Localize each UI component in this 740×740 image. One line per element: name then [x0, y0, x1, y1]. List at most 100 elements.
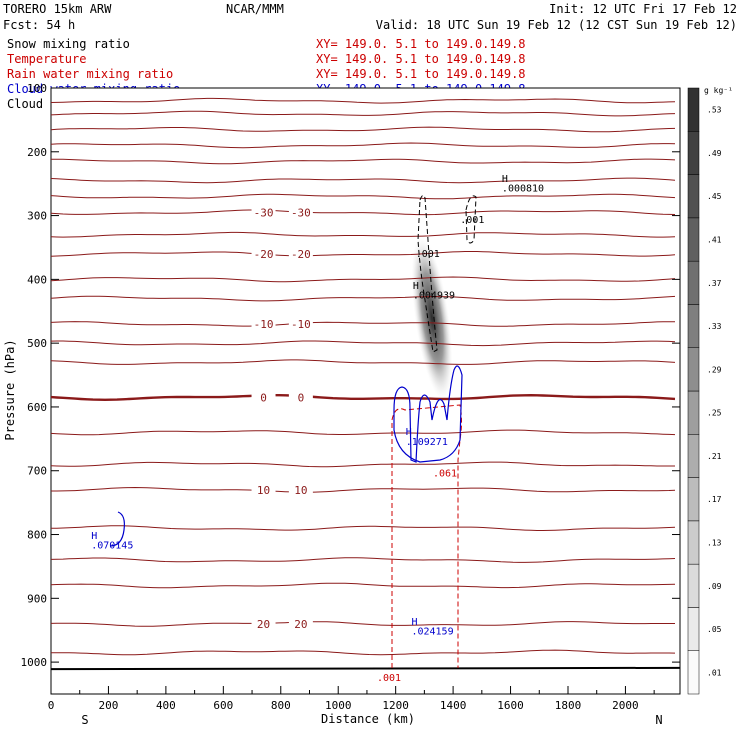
x-tick-label: 1800: [555, 699, 582, 712]
x-tick-label: 1200: [382, 699, 409, 712]
colorbar-cell: [687, 390, 700, 435]
isotherm-label: -30: [291, 206, 311, 219]
temperature-isotherm: [51, 557, 676, 563]
temperature-isotherm: [51, 621, 675, 627]
colorbar-unit: g kg⁻¹: [704, 86, 733, 95]
field-xy: XY= 149.0. 5.1 to 149.0.149.8: [316, 37, 526, 51]
temperature-isotherm: [51, 110, 676, 117]
isotherm-label: 20: [257, 618, 270, 631]
colorbar-tick-label: .29: [707, 365, 722, 374]
y-tick-label: 400: [27, 273, 47, 286]
cloud-water-contour-south: [109, 511, 125, 547]
temperature-isotherm: [51, 231, 676, 238]
colorbar-tick-label: .01: [707, 668, 722, 677]
field-xy: XY= 149.0. 5.1 to 149.0.149.8: [316, 67, 526, 81]
isotherm-label-bg: [251, 318, 276, 330]
y-tick-label: 500: [27, 337, 47, 350]
ice-contour-secondary: [465, 195, 477, 244]
isotherm-label-bg: [288, 206, 313, 218]
isotherm-label-bg: [288, 318, 313, 330]
temperature-isotherm: [51, 359, 676, 365]
colorbar-tick-label: .41: [707, 236, 722, 245]
temperature-isotherm: [51, 393, 676, 402]
isotherm-label-bg: [288, 483, 313, 495]
y-tick-label: 800: [27, 529, 47, 542]
x-tick-label: 200: [99, 699, 119, 712]
colorbar-tick-label: .53: [707, 106, 722, 115]
isotherm-label: -30: [254, 206, 274, 219]
ice-contour-main: [417, 194, 438, 353]
isotherm-label-bg: [251, 206, 276, 218]
field-xy: XY= 149.0. 5.1 to 149.0.149.8: [316, 52, 526, 66]
colorbar-tick-label: .05: [707, 625, 722, 634]
forecast-hour: Fcst: 54 h: [3, 18, 75, 32]
temperature-isotherm: [51, 251, 676, 257]
field-label: Temperature: [7, 52, 86, 66]
colorbar-tick-label: .25: [707, 409, 722, 418]
colorbar-cell: [687, 520, 700, 565]
colorbar-tick-label: .37: [707, 279, 722, 288]
temperature-isotherm: [51, 429, 676, 436]
x-tick-label: 2000: [612, 699, 639, 712]
isotherm-label: 0: [298, 391, 305, 404]
temperature-contours: -30 -30 -20 -20 -10 -10 0 0 10 10 20 20: [51, 97, 680, 671]
temperature-isotherm: [51, 486, 676, 493]
y-tick-label: 1000: [21, 656, 48, 669]
isotherm-label-bg: [251, 483, 276, 495]
y-tick-label: 300: [27, 210, 47, 223]
x-tick-label: 400: [156, 699, 176, 712]
colorbar-cell: [687, 304, 700, 348]
isotherm-label: 10: [294, 484, 307, 497]
y-tick-label: 700: [27, 465, 47, 478]
south-endpoint: S: [81, 713, 88, 727]
contour-annotation: .024159: [411, 627, 453, 638]
isotherm-label: 0: [260, 391, 267, 404]
contour-annotation: H: [413, 281, 419, 292]
temperature-isotherm: [51, 193, 676, 200]
temperature-isotherm: [51, 321, 675, 327]
colorbar-tick-label: .45: [707, 192, 722, 201]
isotherm-label-bg: [251, 247, 276, 259]
temperature-isotherm: [51, 209, 676, 216]
contour-annotation: H: [91, 531, 97, 542]
isotherm-label: 20: [294, 618, 307, 631]
colorbar-tick-label: .21: [707, 452, 722, 461]
temperature-isotherm: [51, 295, 676, 302]
temperature-isotherm: [51, 97, 676, 104]
contour-annotation: H: [502, 174, 508, 185]
colorbar-tick-label: .13: [707, 539, 722, 548]
temperature-isotherm: [51, 142, 676, 149]
temperature-isotherm: [51, 461, 675, 468]
x-tick-label: 600: [213, 699, 233, 712]
temperature-isotherm: [51, 649, 676, 656]
surface-line: [51, 666, 680, 671]
contour-annotation: .004939: [413, 291, 455, 302]
x-tick-label: 1600: [497, 699, 524, 712]
colorbar-cell: [687, 434, 700, 478]
y-tick-label: 900: [27, 592, 47, 605]
contour-annotation: .001: [416, 249, 440, 260]
temperature-isotherm: [51, 126, 676, 133]
x-axis: 0 200 400 600 800 1000 1200 1400 1600 1800 2000: [48, 686, 655, 712]
contour-annotation: .001: [460, 215, 484, 226]
colorbar-tick-label: .33: [707, 322, 722, 331]
contour-annotation: .061: [433, 468, 457, 479]
org-title: NCAR/MMM: [226, 2, 284, 16]
colorbar-cell: [687, 607, 700, 651]
colorbar-cell: [687, 174, 700, 219]
colorbar-tick-label: .09: [707, 582, 722, 591]
colorbar-cell: [687, 217, 700, 262]
x-tick-label: 800: [271, 699, 291, 712]
isotherm-label: 10: [257, 484, 270, 497]
colorbar-cell: [687, 347, 700, 392]
colorbar: .01 .05 .09 .13 .17 .21 .25 .29 .33 .37 .41 .45 .49.…: [687, 87, 722, 695]
colorbar-cell: [687, 650, 700, 695]
field-label: Snow mixing ratio: [7, 37, 130, 51]
temperature-isotherm: [51, 582, 676, 589]
contour-annotation: H: [411, 617, 417, 628]
x-tick-label: 1000: [325, 699, 352, 712]
y-tick-label: 200: [27, 146, 47, 159]
isotherm-label-bg: [288, 247, 313, 259]
